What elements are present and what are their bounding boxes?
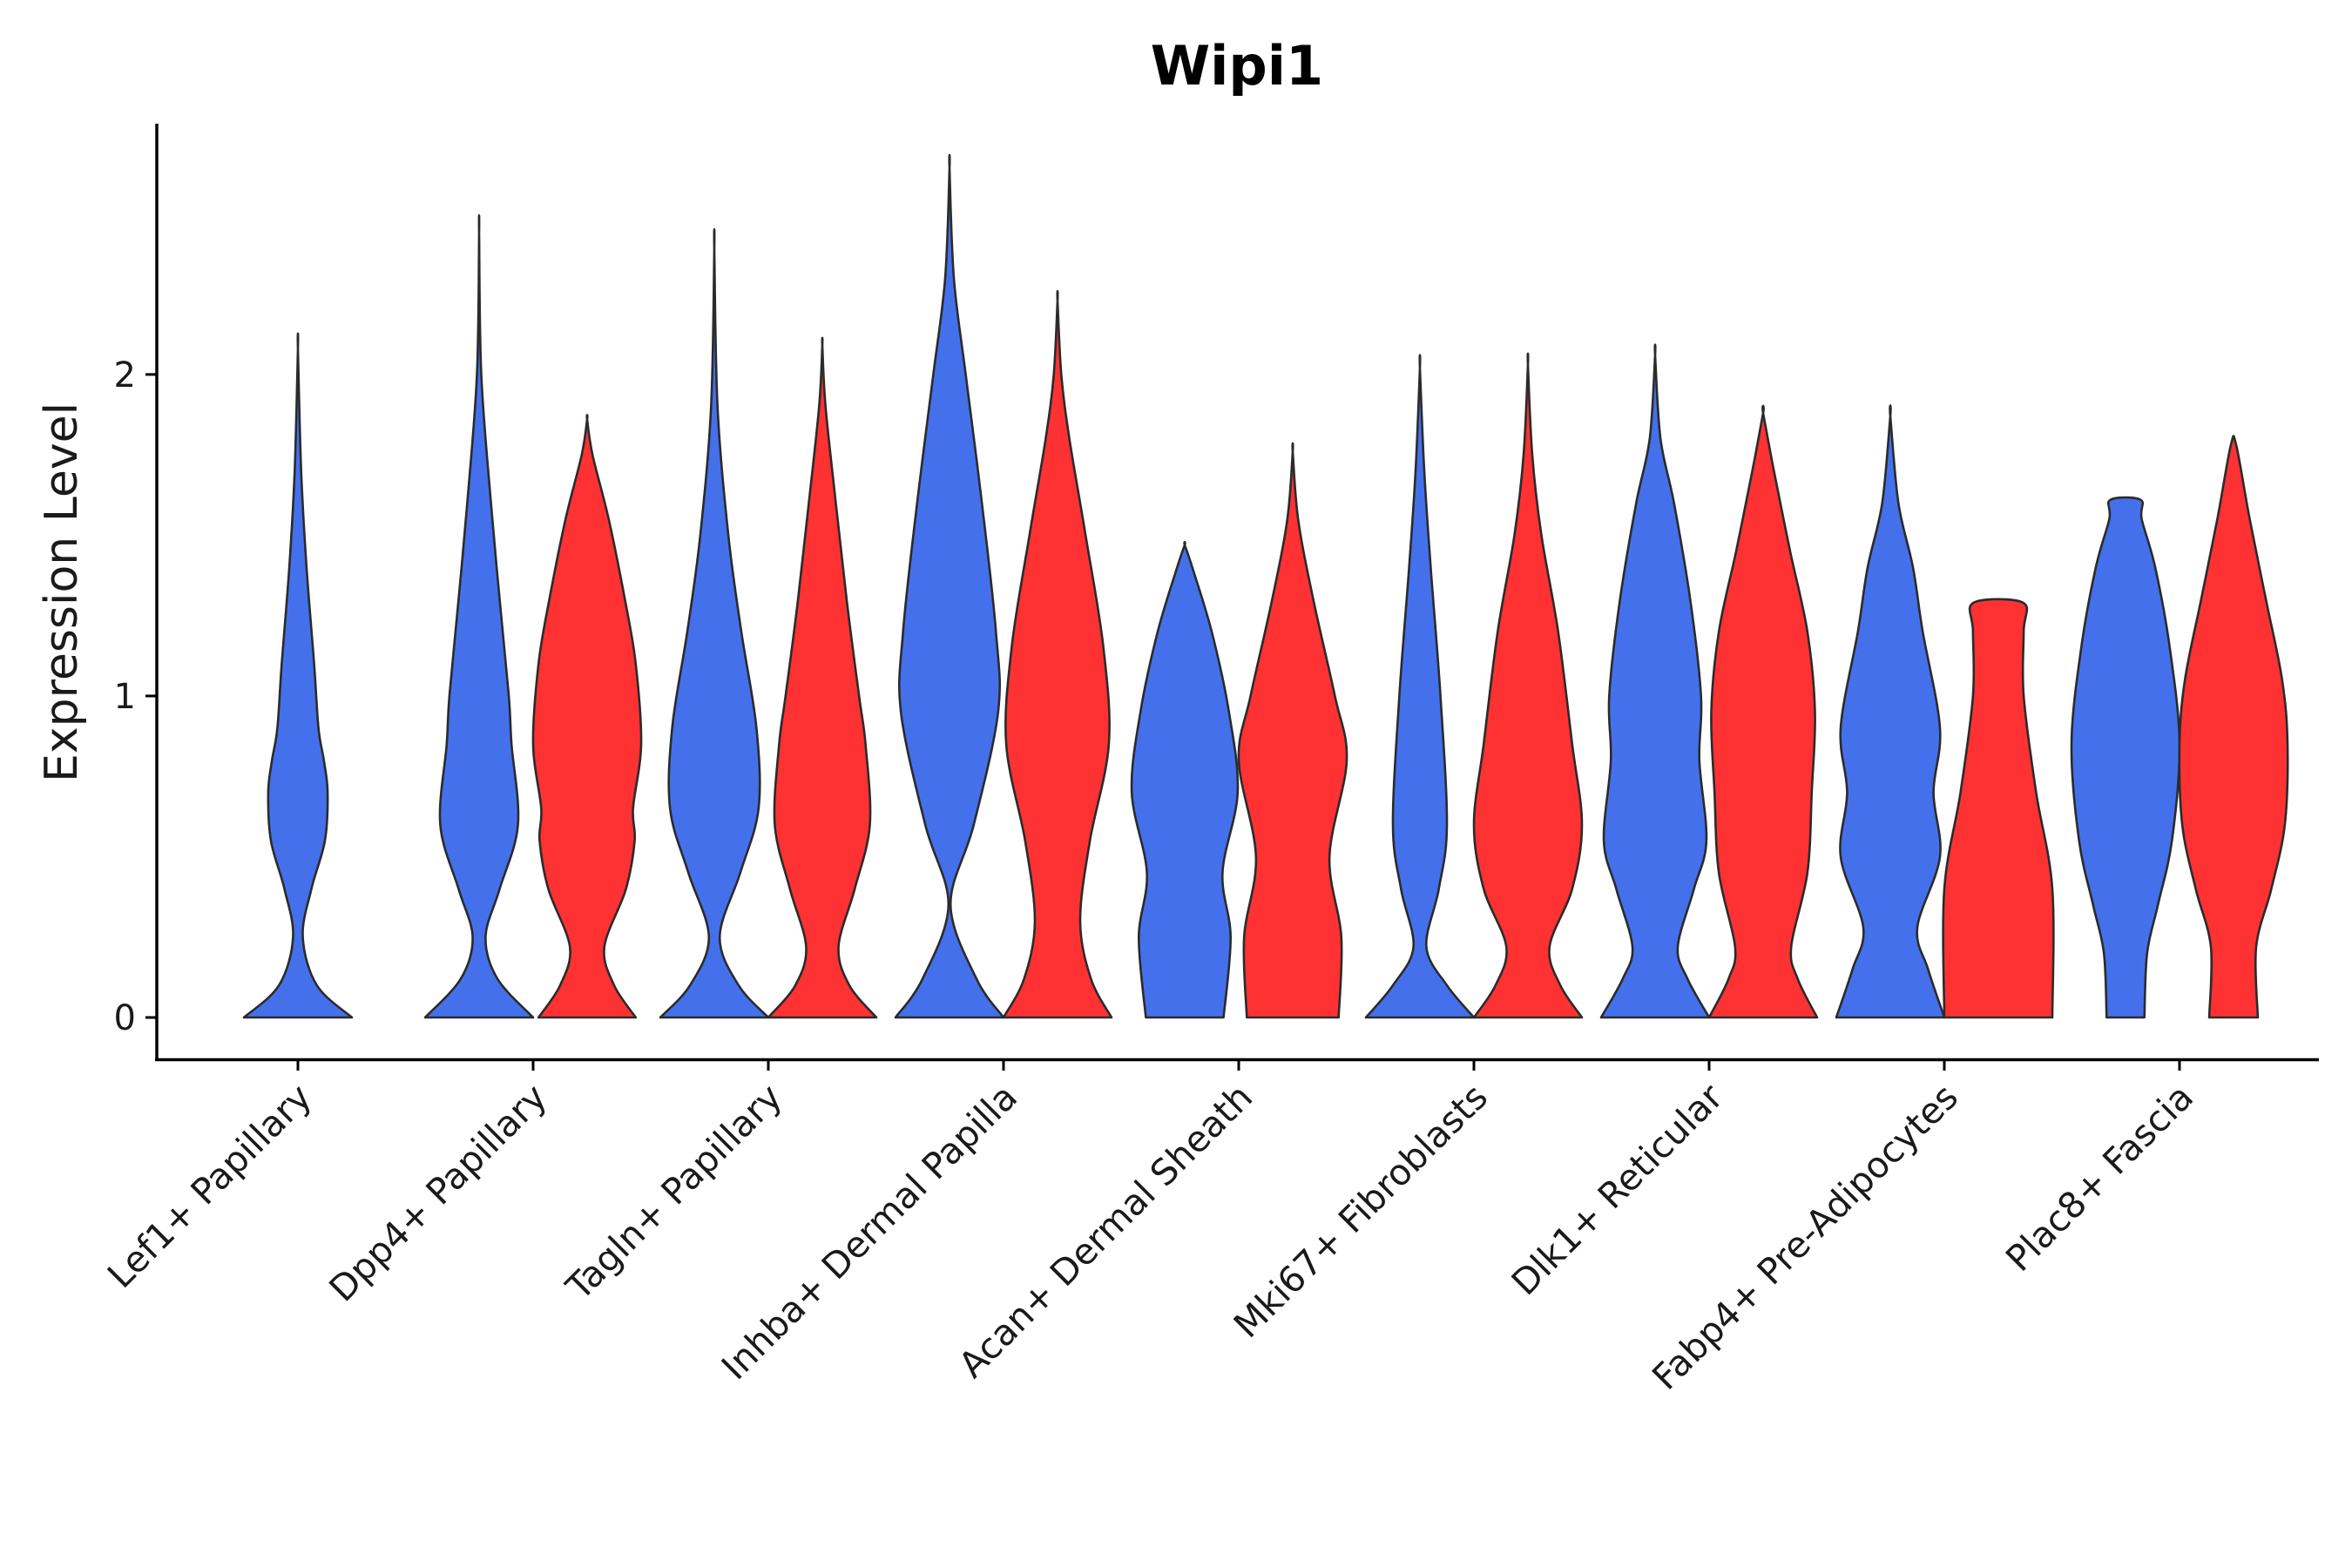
violin-fabp4-pre-adipocytes-group-2 <box>1942 598 2055 1019</box>
violin-plac8-fascia-group-1 <box>2070 496 2181 1019</box>
violin-dlk1-reticular-group-1 <box>1599 343 1711 1019</box>
x-tick-label-lef1-papillary: Lef1+ Papillary <box>99 1076 320 1296</box>
violin-acan-dermal-sheath-group-1 <box>1130 540 1240 1019</box>
violin-lef1-papillary-group-1 <box>242 332 354 1019</box>
violin-inhba-dermal-papilla-group-2 <box>1002 290 1113 1019</box>
violin-dpp4-papillary-group-1 <box>423 213 535 1019</box>
violin-dpp4-papillary-group-2 <box>531 414 643 1019</box>
violin-inhba-dermal-papilla-group-1 <box>894 153 1005 1019</box>
y-axis-label: Expression Level <box>36 402 88 782</box>
violin-mki67-fibroblasts-group-1 <box>1364 354 1476 1019</box>
x-tick-label-tagln-papillary: Tagln+ Papillary <box>558 1076 790 1308</box>
violin-tagln-papillary-group-1 <box>659 228 770 1019</box>
x-tick-label-mki67-fibroblasts: Mki67+ Fibroblasts <box>1226 1076 1496 1346</box>
chart-title: Wipi1 <box>1151 34 1323 98</box>
violin-fabp4-pre-adipocytes-group-1 <box>1835 404 1946 1019</box>
y-tick-label-1: 1 <box>114 677 136 717</box>
x-tick-label-plac8-fascia: Plac8+ Fascia <box>1997 1076 2201 1280</box>
x-tick-label-dpp4-papillary: Dpp4+ Papillary <box>321 1076 555 1309</box>
violin-layer <box>242 153 2289 1019</box>
y-tick-label-2: 2 <box>114 355 136 395</box>
y-axis-ticks: 0 1 2 <box>114 355 157 1038</box>
x-tick-label-dlk1-reticular: Dlk1+ Reticular <box>1504 1076 1731 1303</box>
violin-tagln-papillary-group-2 <box>767 336 878 1019</box>
violin-plac8-fascia-group-2 <box>2178 435 2289 1019</box>
violin-acan-dermal-sheath-group-2 <box>1237 442 1348 1019</box>
violin-dlk1-reticular-group-2 <box>1707 404 1819 1019</box>
x-axis-ticks: Lef1+ Papillary Dpp4+ Papillary Tagln+ Pap… <box>99 1059 2201 1398</box>
y-tick-label-0: 0 <box>114 998 136 1038</box>
violin-mki67-fibroblasts-group-2 <box>1472 352 1584 1019</box>
